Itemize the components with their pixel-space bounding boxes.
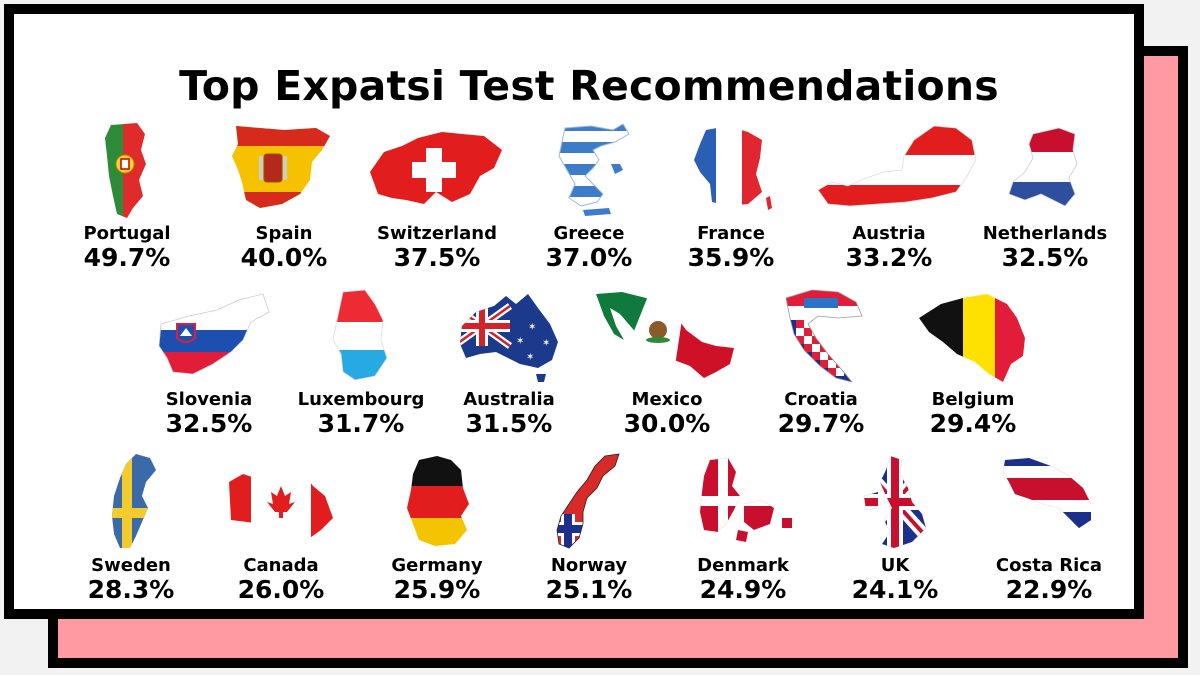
country-percent: 32.5% <box>1001 243 1089 272</box>
country-item-luxembourg: Luxembourg 31.7% <box>286 286 436 438</box>
country-item-switzerland: Switzerland 37.5% <box>362 120 512 272</box>
country-item-netherlands: Netherlands 32.5% <box>970 120 1120 272</box>
country-item-sweden: Sweden 28.3% <box>56 452 206 604</box>
country-name: Germany <box>391 555 483 576</box>
france-flag-map-icon <box>694 126 772 210</box>
country-item-australia: ✶ ✶ ✶ ✶ ✶ Australia 31.5% <box>434 286 584 438</box>
germany-flag-map-icon <box>407 456 469 546</box>
country-name: Switzerland <box>377 223 497 244</box>
luxembourg-flag-map-icon <box>332 289 388 381</box>
country-percent: 29.4% <box>929 409 1017 438</box>
country-percent: 28.3% <box>87 575 175 604</box>
svg-text:✶: ✶ <box>542 338 550 349</box>
country-name: Norway <box>550 555 628 576</box>
country-item-denmark: Denmark 24.9% <box>668 452 818 604</box>
country-item-belgium: Belgium 29.4% <box>898 286 1048 438</box>
country-item-uk: UK 24.1% <box>820 452 970 604</box>
norway-flag-map-icon <box>556 453 620 549</box>
uk-flag-map-icon <box>864 456 926 548</box>
country-percent: 25.1% <box>545 575 633 604</box>
country-percent: 37.0% <box>545 243 633 272</box>
svg-text:✶: ✶ <box>528 322 536 333</box>
canada-flag-map-icon <box>229 460 333 540</box>
country-name: Croatia <box>784 389 858 410</box>
country-percent: 24.1% <box>851 575 939 604</box>
country-item-germany: Germany 25.9% <box>362 452 512 604</box>
switzerland-flag-map-icon <box>370 132 502 204</box>
page-title: Top Expatsi Test Recommendations <box>179 62 999 110</box>
country-item-mexico: Mexico 30.0% <box>592 286 742 438</box>
country-percent: 31.5% <box>465 409 553 438</box>
country-percent: 35.9% <box>687 243 775 272</box>
country-name: Canada <box>243 555 319 576</box>
croatia-flag-map-icon <box>785 289 863 383</box>
country-percent: 49.7% <box>83 243 171 272</box>
costa-rica-flag-map-icon <box>1003 458 1091 528</box>
denmark-flag-map-icon <box>700 458 792 542</box>
country-percent: 30.0% <box>623 409 711 438</box>
slovenia-flag-map-icon <box>158 293 270 375</box>
country-item-slovenia: Slovenia 32.5% <box>134 286 284 438</box>
country-name: Mexico <box>631 389 703 410</box>
country-name: France <box>697 223 765 244</box>
country-percent: 33.2% <box>845 243 933 272</box>
country-name: Austria <box>852 223 926 244</box>
svg-text:✶: ✶ <box>516 336 524 347</box>
country-item-france: France 35.9% <box>656 120 806 272</box>
country-name: Luxembourg <box>297 389 425 410</box>
infographic-card: Top Expatsi Test Recommendations Portuga… <box>4 4 1144 619</box>
country-percent: 37.5% <box>393 243 481 272</box>
country-name: Greece <box>553 223 625 244</box>
country-name: Portugal <box>83 223 171 244</box>
country-name: Belgium <box>931 389 1015 410</box>
country-percent: 32.5% <box>165 409 253 438</box>
country-item-portugal: Portugal 49.7% <box>52 120 202 272</box>
country-item-austria: Austria 33.2% <box>814 120 977 272</box>
country-percent: 22.9% <box>1005 575 1093 604</box>
country-percent: 31.7% <box>317 409 405 438</box>
country-item-spain: Spain 40.0% <box>209 120 359 272</box>
country-name: Australia <box>463 389 555 410</box>
country-name: Netherlands <box>982 223 1108 244</box>
country-percent: 25.9% <box>393 575 481 604</box>
sweden-flag-map-icon <box>112 454 156 548</box>
country-percent: 29.7% <box>777 409 865 438</box>
country-name: Sweden <box>91 555 171 576</box>
country-item-greece: Greece 37.0% <box>514 120 664 272</box>
svg-text:✶: ✶ <box>526 352 534 363</box>
country-item-norway: Norway 25.1% <box>514 452 664 604</box>
spain-flag-map-icon <box>232 126 330 208</box>
svg-text:✶: ✶ <box>478 353 491 372</box>
portugal-flag-map-icon <box>105 123 146 218</box>
country-percent: 24.9% <box>699 575 787 604</box>
belgium-flag-map-icon <box>919 294 1025 382</box>
mexico-flag-map-icon <box>596 292 734 378</box>
country-percent: 40.0% <box>240 243 328 272</box>
country-name: Costa Rica <box>995 555 1103 576</box>
austria-flag-map-icon <box>817 125 977 207</box>
country-item-canada: Canada 26.0% <box>206 452 356 604</box>
greece-flag-map-icon <box>558 123 630 216</box>
country-name: Denmark <box>697 555 789 576</box>
netherlands-flag-map-icon <box>1008 127 1078 207</box>
country-name: UK <box>880 555 910 576</box>
country-item-croatia: Croatia 29.7% <box>746 286 896 438</box>
country-percent: 26.0% <box>237 575 325 604</box>
country-name: Spain <box>255 223 313 244</box>
australia-flag-map-icon: ✶ ✶ ✶ ✶ ✶ <box>460 294 558 382</box>
country-name: Slovenia <box>165 389 253 410</box>
country-item-costa-rica: Costa Rica 22.9% <box>974 452 1124 604</box>
